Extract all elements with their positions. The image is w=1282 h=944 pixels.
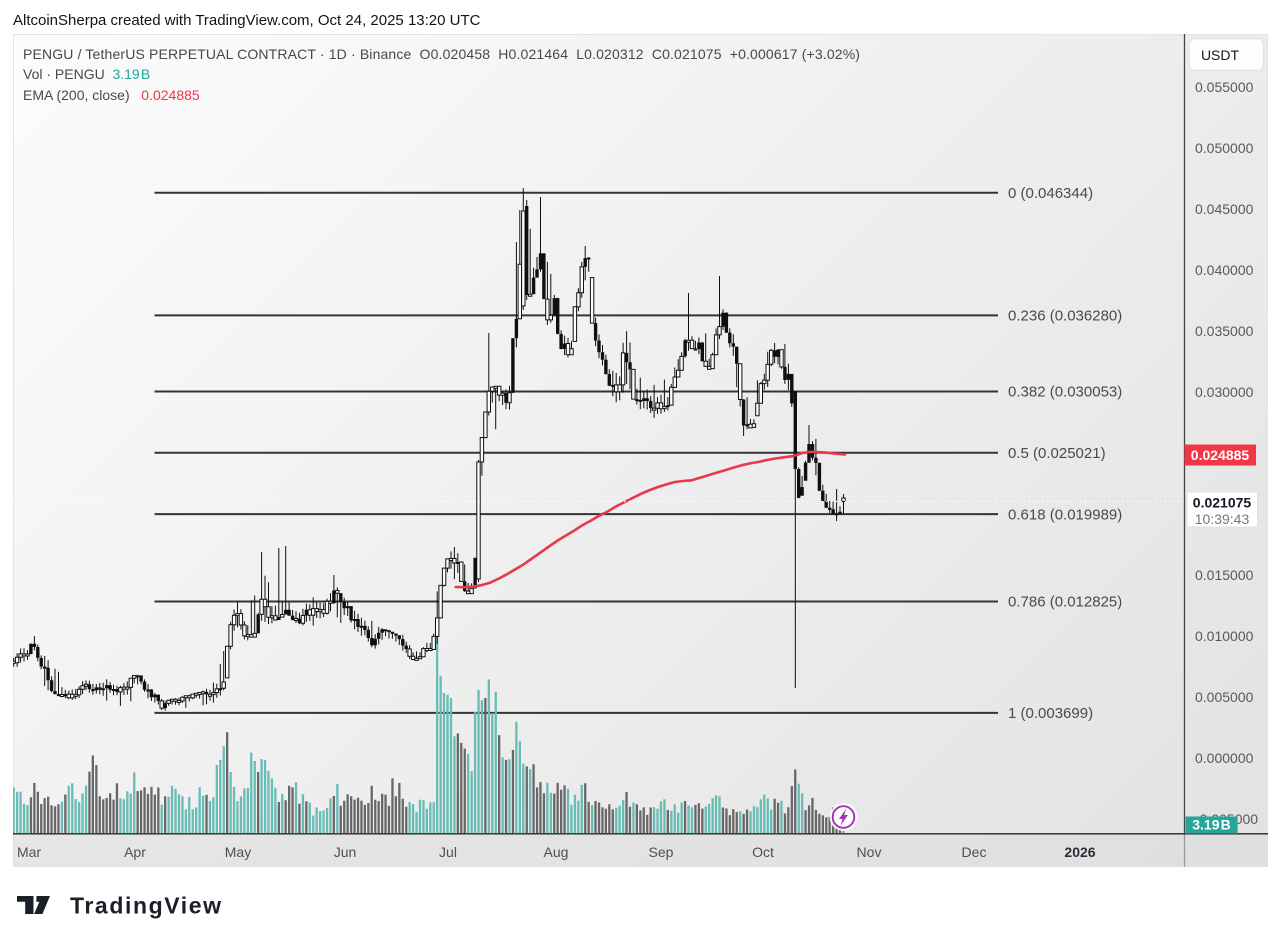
svg-text:Vol · PENGU 3.19 B: Vol · PENGU 3.19 B	[23, 66, 150, 82]
svg-text:PENGU / TetherUS PERPETUAL CON: PENGU / TetherUS PERPETUAL CONTRACT · 1D…	[23, 46, 860, 62]
svg-text:2026: 2026	[1064, 844, 1095, 860]
svg-text:0.015000: 0.015000	[1195, 567, 1254, 583]
svg-text:0.382 (0.030053): 0.382 (0.030053)	[1008, 384, 1122, 401]
svg-text:0.5 (0.025021): 0.5 (0.025021)	[1008, 445, 1106, 462]
svg-text:3.19 B: 3.19 B	[1192, 817, 1231, 833]
svg-text:EMA (200, close) 0.024885: EMA (200, close) 0.024885	[23, 87, 200, 103]
svg-text:May: May	[225, 844, 251, 860]
svg-text:Aug: Aug	[544, 844, 569, 860]
svg-text:Mar: Mar	[17, 844, 41, 860]
svg-text:1 (0.003699): 1 (0.003699)	[1008, 705, 1093, 722]
svg-text:0.030000: 0.030000	[1195, 384, 1254, 400]
svg-text:0.010000: 0.010000	[1195, 628, 1254, 644]
svg-text:Dec: Dec	[962, 844, 987, 860]
svg-text:Jun: Jun	[334, 844, 357, 860]
svg-text:0.040000: 0.040000	[1195, 262, 1254, 278]
svg-text:Oct: Oct	[752, 844, 774, 860]
svg-text:Sep: Sep	[649, 844, 674, 860]
svg-text:10:39:43: 10:39:43	[1195, 511, 1250, 527]
svg-text:Nov: Nov	[857, 844, 882, 860]
svg-text:Apr: Apr	[124, 844, 146, 860]
svg-text:0.021075: 0.021075	[1193, 495, 1252, 511]
svg-text:0.786 (0.012825): 0.786 (0.012825)	[1008, 594, 1122, 611]
svg-text:TradingView: TradingView	[70, 893, 223, 919]
svg-text:0.055000: 0.055000	[1195, 79, 1254, 95]
svg-text:0.035000: 0.035000	[1195, 323, 1254, 339]
svg-text:0.236 (0.036280): 0.236 (0.036280)	[1008, 308, 1122, 325]
svg-text:0.618 (0.019989): 0.618 (0.019989)	[1008, 506, 1122, 523]
svg-text:0 (0.046344): 0 (0.046344)	[1008, 185, 1093, 202]
svg-text:USDT: USDT	[1201, 47, 1240, 63]
svg-text:Jul: Jul	[439, 844, 457, 860]
svg-text:0.024885: 0.024885	[1191, 447, 1250, 463]
svg-text:0.005000: 0.005000	[1195, 689, 1254, 705]
svg-text:0.045000: 0.045000	[1195, 201, 1254, 217]
svg-text:0.000000: 0.000000	[1195, 750, 1254, 766]
svg-text:0.050000: 0.050000	[1195, 140, 1254, 156]
